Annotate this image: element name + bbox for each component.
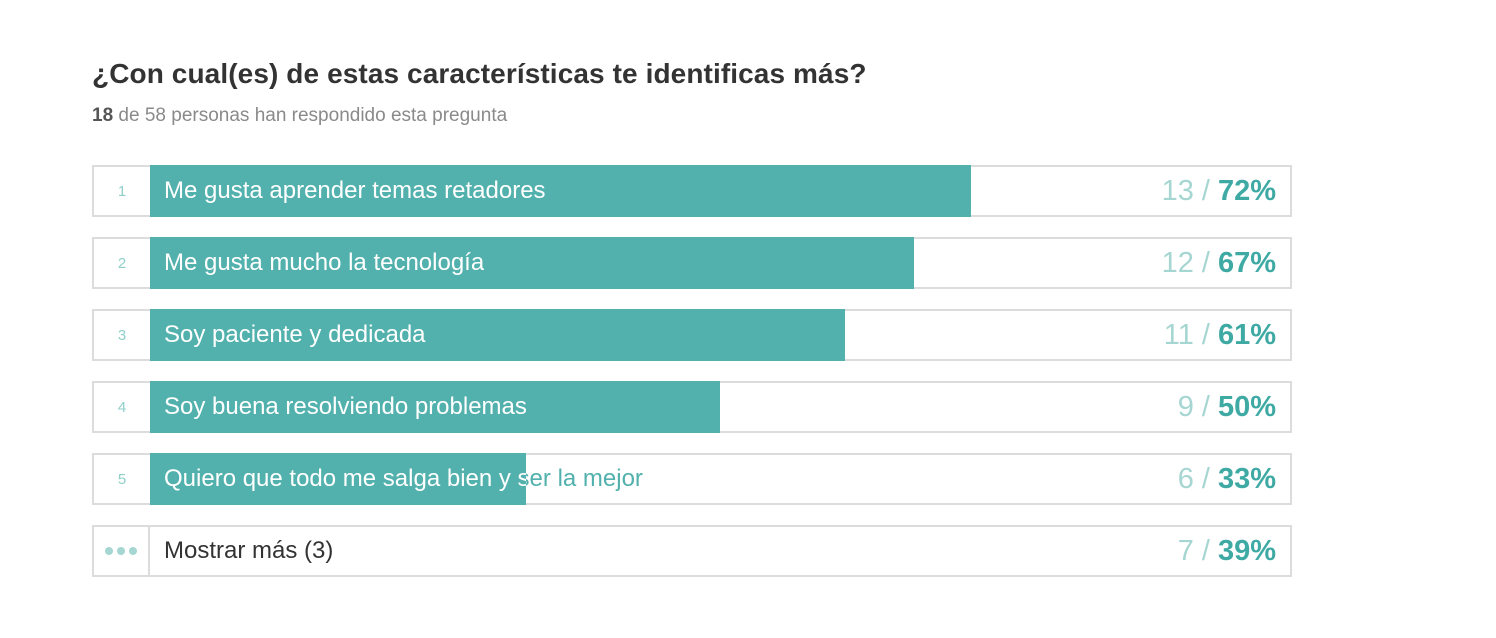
answer-percent: 39%: [1217, 534, 1276, 567]
answer-row[interactable]: 5 Quiero que todo me salga bien y ser la …: [92, 453, 1292, 505]
answer-percent: 72%: [1217, 174, 1276, 207]
answer-percent: 61%: [1217, 318, 1276, 351]
answer-rank: 5: [117, 470, 127, 488]
answer-label-overlay: Soy paciente y dedicada: [164, 321, 426, 348]
answer-rank: 1: [117, 182, 127, 200]
answer-bar-track: Soy buena resolviendo problemasSoy buena…: [150, 381, 1290, 433]
answer-bar-fill: Quiero que todo me salga bien y ser la m…: [150, 453, 527, 505]
stats-separator: /: [1201, 318, 1210, 351]
stats-separator: /: [1201, 462, 1210, 495]
answer-bar-track: Me gusta aprender temas retadoresMe gust…: [150, 165, 1290, 217]
stats-separator: /: [1201, 246, 1210, 279]
answer-rank: 2: [117, 254, 127, 272]
answer-bar-fill: Soy paciente y dedicada: [150, 309, 846, 361]
answer-percent: 67%: [1217, 246, 1276, 279]
question-title: ¿Con cual(es) de estas características t…: [92, 58, 867, 89]
answer-row[interactable]: 2 Me gusta mucho la tecnologíaMe gusta mu…: [92, 237, 1292, 289]
answer-stats: 12/67%: [1162, 239, 1276, 287]
answer-stats: 6/33%: [1178, 455, 1276, 503]
answer-count: 6: [1177, 462, 1194, 495]
answer-stats: 7 / 39%: [1178, 527, 1276, 575]
answer-bar-track: Me gusta mucho la tecnologíaMe gusta muc…: [150, 237, 1290, 289]
answer-rank: 3: [117, 326, 127, 344]
answer-bar-fill: Me gusta mucho la tecnología: [150, 237, 914, 289]
answer-count: 7: [1177, 534, 1194, 567]
question-card: ¿Con cual(es) de estas características t…: [92, 56, 1292, 597]
stats-separator: /: [1201, 174, 1210, 207]
answer-stats: 13/72%: [1162, 167, 1276, 215]
answer-count: 12: [1161, 246, 1194, 279]
stats-separator: /: [1201, 390, 1210, 423]
answer-list: 1Me gusta aprender temas retadoresMe gus…: [92, 165, 1292, 505]
answer-bar-fill: Soy buena resolviendo problemas: [150, 381, 720, 433]
answer-label-overlay: Quiero que todo me salga bien y ser la m…: [164, 465, 527, 492]
answer-stats: 11/61%: [1164, 311, 1276, 359]
answer-stats: 9/50%: [1178, 383, 1276, 431]
answer-count: 9: [1177, 390, 1194, 423]
answer-percent: 50%: [1217, 390, 1276, 423]
answer-bar-track: Soy paciente y dedicadaSoy paciente y de…: [150, 309, 1290, 361]
respondents-text: de 58 personas han respondido esta pregu…: [118, 105, 508, 126]
more-dots-icon: [94, 527, 150, 575]
answer-count: 11: [1163, 318, 1194, 351]
answer-count: 13: [1161, 174, 1194, 207]
answer-label-overlay: Soy buena resolviendo problemas: [164, 393, 527, 420]
answer-label-overlay: Me gusta aprender temas retadores: [164, 177, 546, 204]
answer-row[interactable]: 3 Soy paciente y dedicadaSoy paciente y d…: [92, 309, 1292, 361]
stats-separator: /: [1201, 534, 1210, 567]
answer-percent: 33%: [1217, 462, 1276, 495]
answer-row[interactable]: 4 Soy buena resolviendo problemasSoy buen…: [92, 381, 1292, 433]
respondents-count: 18: [92, 105, 114, 126]
answer-rank: 4: [117, 398, 127, 416]
respondents-summary: 18 de 58 personas han respondido esta pr…: [92, 104, 1292, 128]
answer-bar-fill: Me gusta aprender temas retadores: [150, 165, 971, 217]
answer-bar-track: Quiero que todo me salga bien y ser la m…: [150, 453, 1290, 505]
answer-row[interactable]: 1 Me gusta aprender temas retadoresMe gus…: [92, 165, 1292, 217]
show-more-label: Mostrar más (3): [164, 537, 334, 564]
show-more-button[interactable]: Mostrar más (3) 7 / 39%: [92, 525, 1292, 577]
answer-label-overlay: Me gusta mucho la tecnología: [164, 249, 485, 276]
